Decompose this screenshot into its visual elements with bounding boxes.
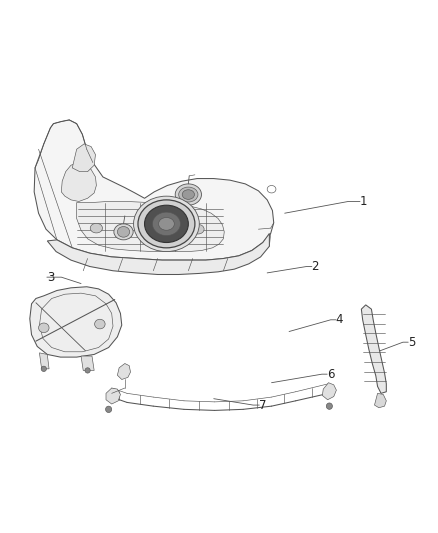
- Polygon shape: [361, 305, 386, 393]
- Ellipse shape: [41, 366, 46, 372]
- Ellipse shape: [90, 223, 102, 233]
- Text: 3: 3: [47, 271, 54, 284]
- Text: 1: 1: [360, 195, 367, 208]
- Ellipse shape: [145, 205, 188, 243]
- Polygon shape: [47, 233, 269, 274]
- Text: 7: 7: [259, 399, 267, 411]
- Polygon shape: [77, 201, 224, 252]
- Polygon shape: [34, 120, 274, 260]
- Polygon shape: [106, 388, 120, 404]
- Polygon shape: [61, 163, 96, 201]
- Ellipse shape: [134, 196, 199, 252]
- Ellipse shape: [114, 224, 133, 240]
- Text: 6: 6: [327, 368, 335, 381]
- Ellipse shape: [39, 323, 49, 333]
- Ellipse shape: [192, 224, 204, 234]
- Polygon shape: [39, 353, 49, 369]
- Polygon shape: [30, 287, 122, 357]
- Ellipse shape: [159, 217, 174, 230]
- Ellipse shape: [179, 187, 198, 202]
- Polygon shape: [72, 144, 95, 172]
- Ellipse shape: [182, 190, 194, 199]
- Ellipse shape: [95, 319, 105, 329]
- Text: 4: 4: [336, 313, 343, 326]
- Ellipse shape: [85, 368, 90, 373]
- Polygon shape: [81, 356, 94, 370]
- Polygon shape: [322, 383, 336, 400]
- Polygon shape: [374, 393, 386, 408]
- Ellipse shape: [117, 227, 130, 237]
- Ellipse shape: [152, 212, 180, 236]
- Polygon shape: [117, 364, 131, 379]
- Ellipse shape: [138, 200, 195, 248]
- Ellipse shape: [326, 403, 332, 409]
- Ellipse shape: [106, 406, 112, 413]
- Text: 5: 5: [408, 336, 415, 349]
- Ellipse shape: [175, 184, 201, 205]
- Text: 2: 2: [311, 260, 319, 273]
